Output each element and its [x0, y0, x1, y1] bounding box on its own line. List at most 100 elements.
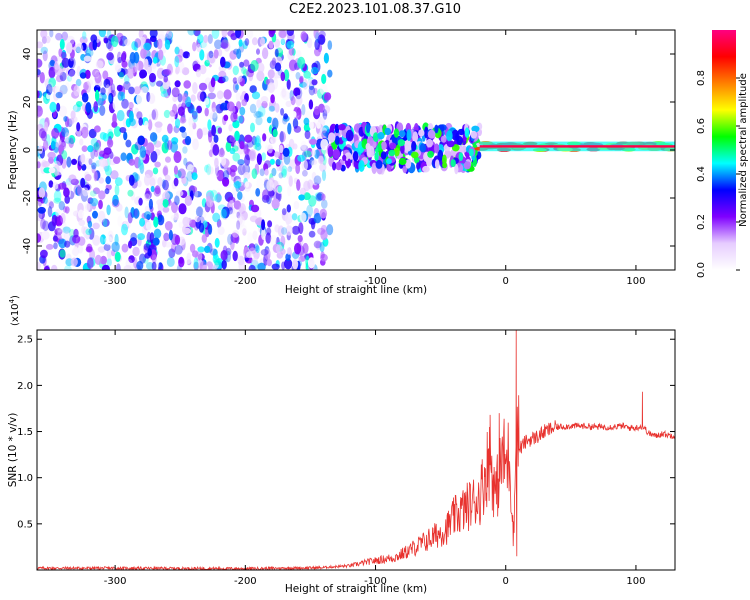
y-tick-label: 1.5: [17, 427, 33, 438]
spectrogram-cell: [185, 96, 192, 108]
spectrogram-cell: [328, 132, 336, 143]
spectrogram-cell: [301, 104, 306, 116]
spectrogram-cell: [144, 120, 149, 129]
spectrogram-cell: [207, 119, 212, 131]
spectrogram-cell: [208, 131, 213, 143]
spectrogram-cell: [209, 112, 215, 120]
spectrogram-cell: [190, 108, 199, 116]
spectrogram-cell: [136, 260, 144, 270]
spectrogram-cell: [270, 94, 275, 104]
spectrogram-cell: [105, 176, 111, 185]
spectrogram-cell: [427, 150, 434, 158]
spectrogram-cell: [464, 127, 470, 138]
spectrogram-cell: [284, 213, 293, 225]
spectrogram-cell: [311, 79, 318, 86]
spectrogram-cell: [102, 218, 108, 228]
spectrogram-cell: [257, 262, 266, 270]
spectrogram-cell: [242, 228, 247, 236]
spectrogram-cell: [446, 130, 453, 142]
spectrogram-cell: [40, 218, 46, 230]
x-tick-label: 0: [503, 276, 509, 287]
spectrogram-cell: [352, 151, 359, 162]
spectrogram-cell: [37, 105, 43, 117]
spectrogram-cell: [204, 97, 210, 106]
spectrogram-cell: [266, 116, 273, 124]
spectrogram-cell: [295, 95, 303, 106]
spectrogram-cell: [37, 69, 41, 76]
spectrogram-cell: [286, 79, 291, 90]
spectrogram-cell: [292, 143, 298, 150]
spectrogram-cell: [229, 135, 236, 143]
spectrogram-cell: [469, 148, 474, 157]
spectrogram-cell: [125, 258, 133, 268]
spectrogram-cell: [139, 69, 148, 79]
spectrogram-cell: [117, 91, 124, 101]
spectrogram-cell: [388, 149, 396, 157]
y-tick-label: 20: [22, 96, 33, 109]
x-tick-label: 100: [626, 276, 645, 287]
spectrogram-cell: [255, 188, 261, 197]
spectrogram-cell: [241, 163, 249, 174]
spectrogram-cell: [47, 206, 53, 218]
spectrogram-cell: [128, 86, 135, 95]
spectrogram-cell: [114, 177, 123, 186]
spectrogram-cell: [60, 51, 67, 60]
spectrogram-cell: [65, 137, 72, 144]
spectrogram-cell: [228, 124, 233, 132]
spectrogram-cell: [164, 39, 171, 50]
spectrogram-cell: [280, 71, 286, 82]
spectrogram-cell: [87, 145, 94, 153]
x-tick-label: -100: [364, 276, 387, 287]
spectrogram-cell: [182, 146, 188, 154]
spectrogram-cell: [261, 100, 268, 109]
spectrogram-cell: [47, 151, 56, 159]
spectrogram-cell: [113, 126, 122, 137]
spectrogram-cell: [173, 165, 179, 175]
spectrogram-cell: [106, 204, 111, 216]
spectrogram-cell: [334, 123, 340, 134]
spectrogram-cell: [196, 43, 202, 53]
spectrogram-cell: [211, 30, 220, 39]
spectrogram-cell: [128, 84, 136, 97]
spectrogram-cell: [197, 246, 205, 253]
spectrogram-cell: [232, 81, 239, 93]
spectrogram-cell: [220, 250, 228, 261]
spectrogram-cell: [216, 90, 224, 100]
spectrogram-cell: [321, 115, 329, 122]
spectrogram-cell: [121, 243, 129, 253]
spectrogram-cell: [384, 127, 392, 136]
spectrogram-cell: [128, 255, 135, 263]
spectrogram-cell: [66, 156, 72, 168]
spectrogram-cell: [38, 128, 47, 139]
spectrogram-cell: [268, 105, 275, 112]
spectrogram-cell: [235, 92, 241, 102]
spectrogram-cell: [192, 250, 199, 258]
spectrogram-cell: [335, 161, 342, 171]
spectrogram-cell: [154, 121, 163, 128]
spectrogram-cell: [380, 151, 387, 160]
spectrogram-cell: [198, 222, 205, 233]
spectrogram-cell: [214, 40, 222, 50]
spectrogram-cell: [286, 204, 291, 213]
spectrogram-cell: [209, 189, 218, 202]
spectrogram-cell: [434, 159, 440, 170]
x-tick-label: -200: [234, 576, 257, 587]
spectrogram-cell: [157, 177, 163, 187]
spectrogram-cell: [270, 135, 277, 145]
spectrogram-cell: [69, 117, 75, 125]
spectrogram-cell: [98, 158, 106, 167]
spectrogram-cell: [165, 156, 171, 163]
spectrogram-cell: [377, 143, 382, 152]
spectrogram-cell: [59, 84, 68, 95]
spectrogram-cell: [320, 138, 329, 151]
spectrogram-cell: [42, 140, 49, 151]
spectrogram-cell: [68, 68, 76, 77]
spectrogram-cell: [126, 67, 135, 79]
spectrogram-cell: [209, 54, 216, 64]
spectrogram-cell: [321, 130, 329, 140]
spectrogram-cell: [156, 38, 163, 50]
spectrogram-cell: [427, 129, 436, 139]
spectrogram-cell: [139, 162, 145, 175]
y-tick-label: 2.0: [17, 381, 33, 392]
spectrogram-cell: [84, 174, 92, 182]
